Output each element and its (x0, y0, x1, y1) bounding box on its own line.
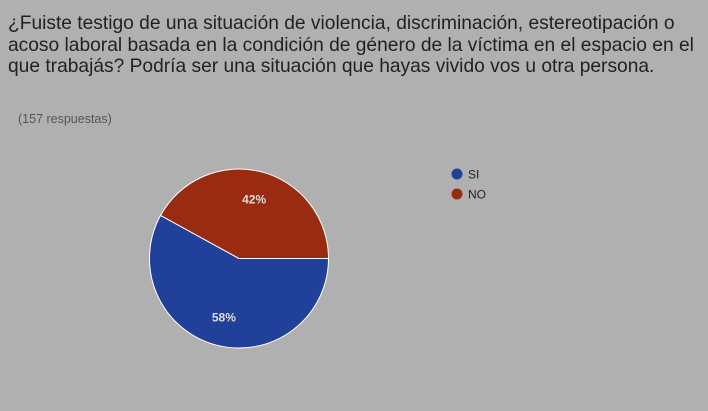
legend-swatch-no (451, 188, 463, 200)
slice-label-no: 42% (242, 193, 266, 207)
response-count: (157 respuestas) (18, 112, 112, 126)
pie-slice-no[interactable] (159, 168, 330, 259)
pie-slice-si[interactable] (149, 214, 330, 349)
question-title: ¿Fuiste testigo de una situación de viol… (8, 13, 694, 77)
legend-swatch-si (451, 168, 463, 180)
slice-label-si: 58% (212, 310, 236, 324)
legend-label-si[interactable]: SI (468, 168, 479, 182)
legend-label-no[interactable]: NO (468, 188, 486, 202)
